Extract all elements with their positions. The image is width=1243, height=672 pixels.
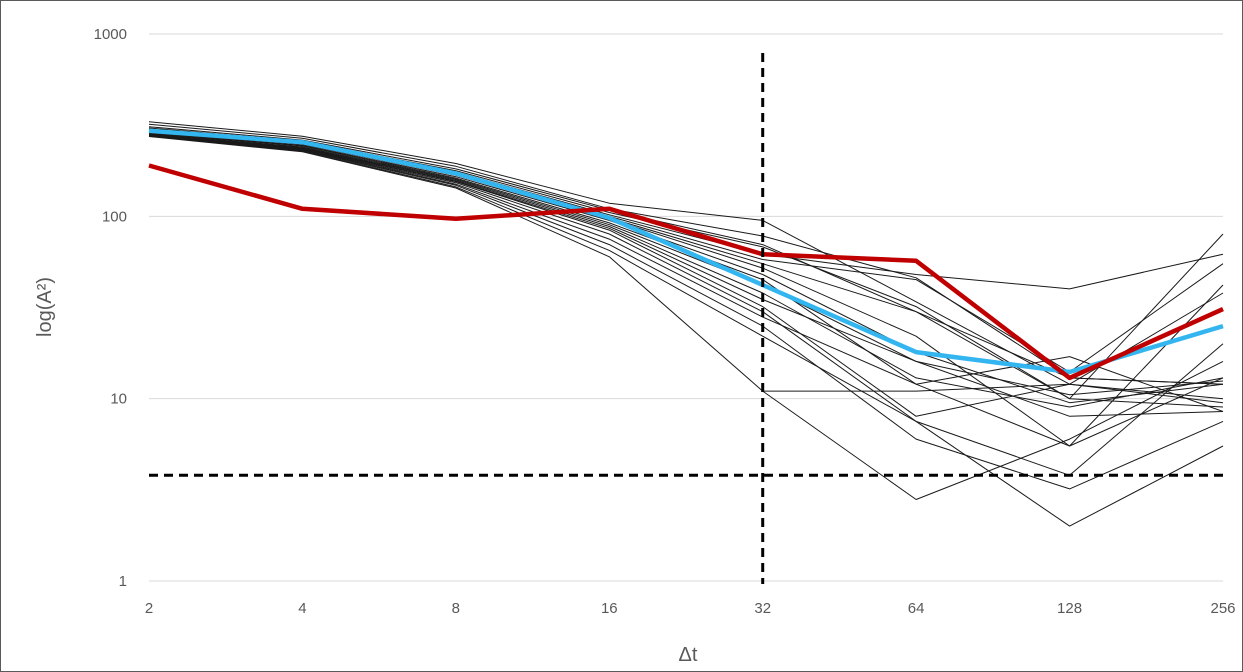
series-line-blue: [148, 128, 1224, 375]
series-line: [148, 135, 1224, 527]
series-line: [148, 127, 1224, 408]
series-line: [148, 135, 1224, 447]
y-tick-label: 1000: [94, 26, 127, 43]
series-line: [148, 132, 1224, 404]
series-line: [148, 134, 1224, 396]
series-line: [148, 136, 1224, 500]
y-tick-label: 1: [119, 573, 127, 590]
series-line: [148, 135, 1224, 490]
x-tick-labels: 2 4 8 16 32 64 128 256: [145, 600, 1236, 617]
x-tick-label: 32: [754, 600, 771, 617]
series-line: [148, 134, 1224, 417]
x-tick-label: 256: [1210, 600, 1235, 617]
y-tick-labels: 1 10 100 1000: [94, 26, 127, 590]
series-line: [148, 126, 1224, 385]
y-tick-label: 100: [102, 208, 127, 225]
series-line: [148, 134, 1224, 408]
x-axis-title: Δt: [679, 644, 698, 666]
x-tick-label: 4: [298, 600, 306, 617]
series-line: [148, 131, 1224, 400]
series-lines: [148, 121, 1224, 527]
y-tick-label: 10: [110, 391, 127, 408]
x-tick-label: 2: [145, 600, 153, 617]
series-line: [762, 383, 1224, 400]
series-line: [148, 121, 1224, 404]
series-line: [148, 123, 1224, 385]
x-tick-label: 64: [908, 600, 925, 617]
y-axis-title: log(A²): [34, 277, 56, 337]
x-tick-label: 16: [601, 600, 618, 617]
gridlines: [149, 33, 1223, 582]
x-tick-label: 8: [452, 600, 460, 617]
series-line-red: [148, 163, 1224, 381]
reference-lines: [149, 53, 1223, 584]
x-tick-label: 128: [1057, 600, 1082, 617]
series-line: [148, 133, 1224, 417]
series-line: [148, 134, 1224, 476]
